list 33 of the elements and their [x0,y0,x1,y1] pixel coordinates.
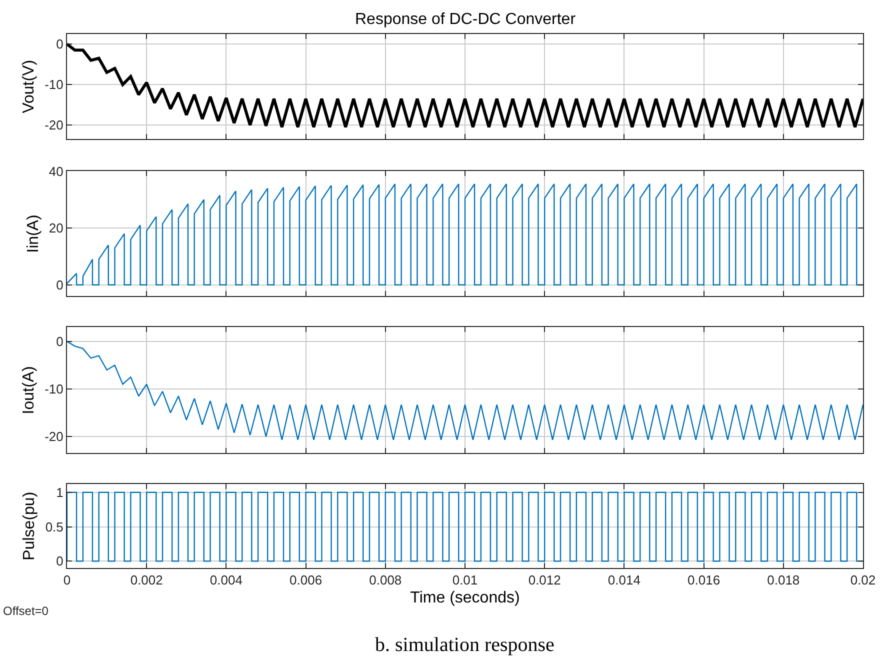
y-tick-label: -10 [44,382,64,397]
y-axis-title: Vout(V) [20,60,38,114]
y-tick-label: 20 [48,220,64,236]
x-tick-label: 0.018 [767,572,800,588]
x-tick-label: 0.016 [688,572,720,588]
chart-title: Response of DC-DC Converter [355,11,576,28]
y-tick-label: -20 [44,118,64,133]
text: b. simulation response [375,634,555,656]
y-axis-title: Iout(A) [20,366,38,414]
y-tick-label: 0.5 [45,519,64,534]
x-tick-label: 0.014 [608,572,640,588]
y-tick-label: -10 [44,77,64,92]
line-series [67,340,863,440]
x-tick-label: 0.006 [290,572,322,588]
y-tick-label: 0 [56,277,64,292]
y-tick-label: -20 [44,429,64,444]
x-tick-label: 0.012 [528,572,561,588]
x-axis-title: Time (seconds) [410,589,520,606]
text: Offset=0 [3,604,49,618]
y-axis-title: Pulse(pu) [21,492,38,560]
x-tick-label: 0.008 [369,572,402,588]
x-tick-label: 0.01 [452,572,478,588]
y-tick-label: 0 [56,36,64,52]
line-series [67,42,863,129]
x-tick-label: 0.002 [130,572,163,588]
y-tick-label: 40 [48,164,64,179]
line-series [67,183,863,286]
x-tick-label: 0.02 [850,572,876,588]
y-tick-label: 0 [56,554,64,569]
x-tick-label: 0.004 [210,572,242,588]
y-tick-label: 1 [56,484,64,500]
y-tick-label: 0 [56,334,64,349]
y-axis-title: Iin(A) [24,214,42,253]
